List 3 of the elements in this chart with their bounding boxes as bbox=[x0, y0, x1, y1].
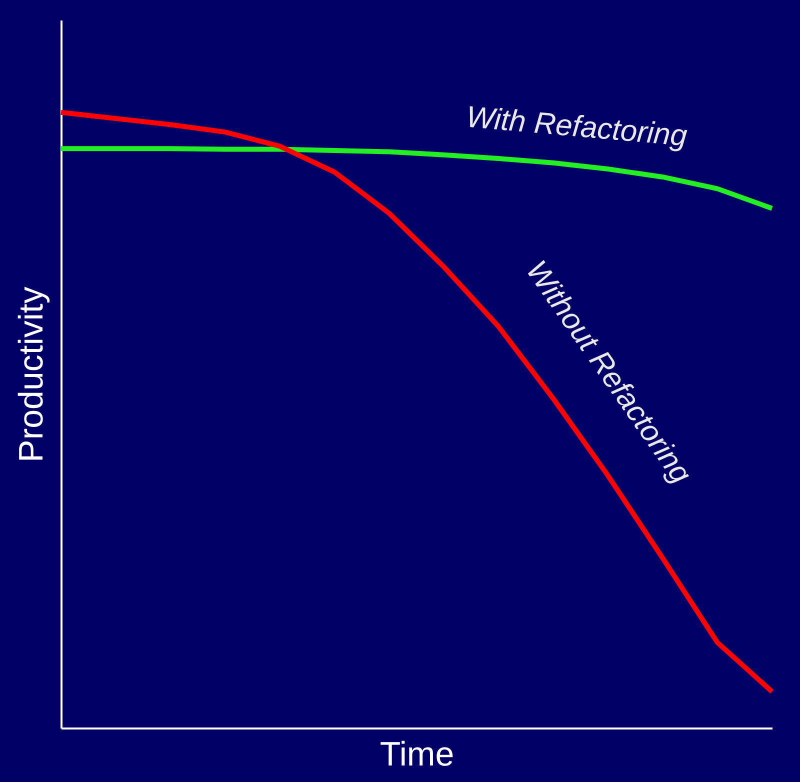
series-label: With Refactoring bbox=[464, 100, 689, 153]
y-axis-title: Productivity bbox=[12, 286, 50, 462]
x-axis-title: Time bbox=[380, 736, 454, 774]
